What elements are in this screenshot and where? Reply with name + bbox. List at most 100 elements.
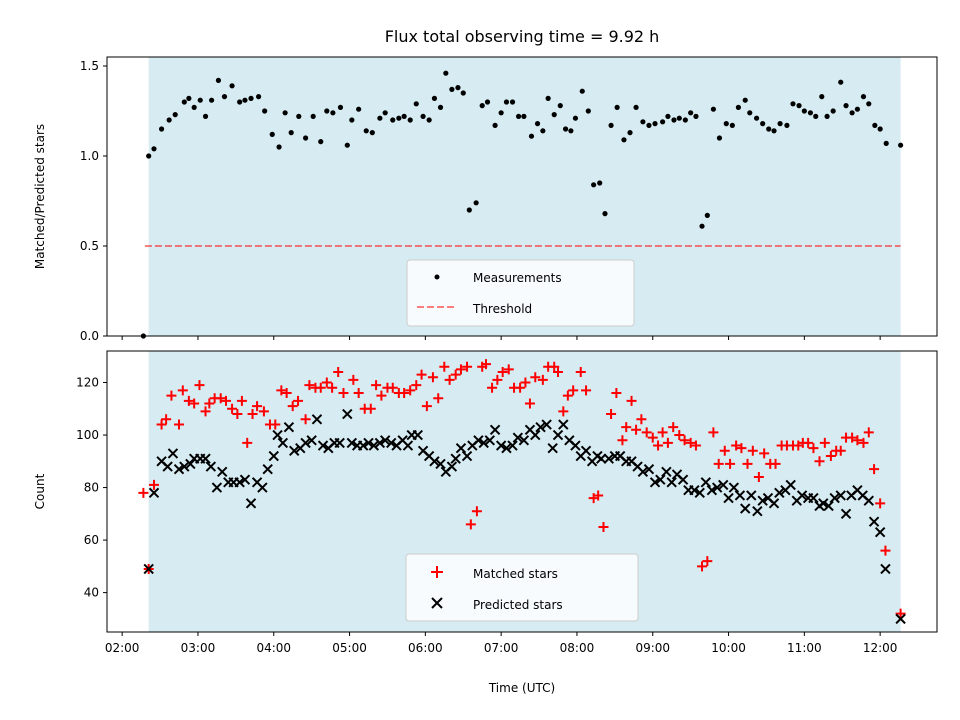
matched-star-point	[399, 388, 410, 399]
predicted-star-point	[666, 477, 677, 488]
measurement-point	[824, 113, 830, 119]
measurement-point	[191, 104, 197, 110]
measurement-point	[682, 117, 688, 123]
matched-star-point	[247, 409, 258, 420]
measurement-point	[898, 142, 904, 148]
measurement-point	[699, 223, 705, 229]
measurement-point	[771, 128, 777, 134]
measurement-point	[151, 146, 157, 152]
matched-star-point	[465, 519, 476, 530]
matched-star-point	[662, 437, 673, 448]
predicted-star-point	[501, 442, 512, 454]
measurement-point	[568, 128, 574, 134]
xlabel: Time (UTC)	[488, 681, 555, 695]
top-ytick-label: 0.5	[80, 239, 99, 253]
matched-star-point	[553, 367, 564, 378]
matched-star-point	[875, 498, 886, 509]
matched-star-point	[668, 422, 679, 433]
measurement-point	[597, 180, 603, 186]
matched-star-point	[487, 382, 498, 393]
measurement-point	[460, 90, 466, 96]
measurement-point	[449, 86, 455, 92]
measurement-point	[688, 110, 694, 116]
matched-star-point	[462, 361, 473, 372]
predicted-star-point	[402, 440, 414, 451]
matched-star-point	[471, 506, 482, 517]
measurement-point	[608, 122, 614, 128]
matched-star-point	[690, 440, 701, 451]
predicted-star-point	[167, 448, 179, 459]
bottom-legend-frame	[405, 553, 639, 622]
predicted-star-point	[334, 437, 345, 449]
measurement-point	[540, 128, 546, 134]
legend-predicted-marker	[431, 597, 443, 609]
matched-star-point	[189, 398, 200, 409]
bottom-legend: Matched stars Predicted stars	[405, 553, 639, 622]
top-ytick-label: 1.5	[80, 59, 99, 73]
predicted-star-point	[283, 421, 295, 433]
measurement-point	[614, 104, 620, 110]
measurement-point	[585, 108, 591, 114]
measurement-point	[866, 101, 872, 107]
measurement-point	[401, 113, 407, 119]
measurement-point	[276, 144, 282, 150]
predicted-star-point	[570, 440, 581, 451]
measurement-point	[455, 85, 461, 91]
predicted-star-point	[512, 432, 524, 443]
measurement-point	[790, 101, 796, 107]
predicted-star-point	[185, 458, 196, 470]
measurement-point	[186, 95, 192, 101]
xtick-label: 04:00	[256, 641, 291, 655]
predicted-star-point	[143, 563, 154, 575]
bottom-ylabel: Count	[33, 473, 47, 509]
measurement-point	[262, 108, 268, 114]
xtick-label: 09:00	[635, 641, 670, 655]
matched-star-point	[713, 458, 724, 469]
predicted-star-point	[289, 445, 300, 457]
matched-star-point	[194, 380, 205, 391]
matched-star-point	[177, 385, 188, 396]
predicted-star-point	[268, 450, 279, 462]
measurement-point	[627, 130, 633, 136]
measurement-point	[237, 99, 243, 105]
matched-star-point	[869, 464, 880, 475]
matched-star-point	[674, 430, 685, 441]
matched-star-point	[444, 374, 455, 385]
measurement-point	[356, 106, 362, 112]
matched-star-point	[258, 406, 269, 417]
predicted-star-point	[412, 429, 423, 441]
matched-star-point	[315, 382, 326, 393]
measurement-point	[665, 113, 671, 119]
predicted-star-point	[495, 440, 507, 451]
measurement-point	[742, 97, 748, 103]
measurement-point	[572, 115, 579, 121]
predicted-star-point	[706, 484, 718, 496]
predicted-star-point	[774, 487, 785, 499]
matched-star-point	[631, 424, 642, 435]
matched-star-point	[657, 427, 668, 438]
measurement-point	[860, 94, 867, 100]
predicted-star-point	[435, 458, 446, 470]
measurement-point	[324, 108, 330, 114]
matched-star-point	[653, 440, 664, 451]
predicted-star-point	[473, 435, 484, 446]
matched-star-point	[647, 432, 658, 443]
measurement-point	[872, 122, 878, 128]
measurement-point	[498, 110, 504, 116]
measurement-point	[377, 115, 383, 121]
measurement-point	[431, 95, 438, 101]
matched-star-point	[353, 388, 364, 399]
predicted-star-point	[558, 419, 569, 430]
measurement-point	[723, 121, 729, 127]
measurement-point	[221, 94, 228, 100]
matched-star-point	[421, 401, 432, 412]
measurement-point	[479, 103, 485, 109]
measurement-point	[796, 103, 802, 109]
matched-star-point	[562, 390, 573, 401]
measurement-point	[248, 95, 254, 101]
bottom-ytick-label: 100	[76, 428, 99, 442]
predicted-star-point	[677, 474, 689, 485]
predicted-star-point	[552, 429, 564, 441]
measurement-point	[349, 117, 355, 123]
